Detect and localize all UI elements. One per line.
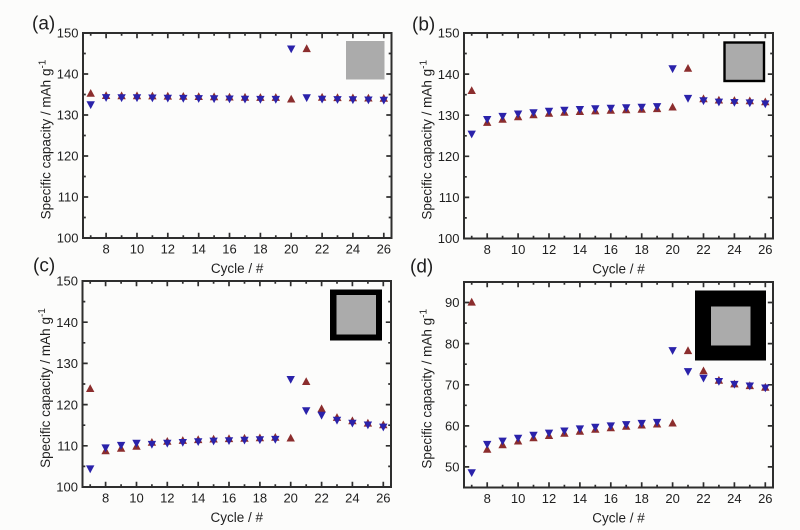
svg-text:14: 14 [573, 491, 587, 506]
svg-text:22: 22 [696, 491, 710, 506]
svg-text:60: 60 [445, 419, 459, 434]
svg-text:16: 16 [604, 491, 618, 506]
svg-text:22: 22 [315, 242, 329, 257]
svg-text:Specific capacity / mAh g-1: Specific capacity / mAh g-1 [38, 59, 54, 219]
svg-text:18: 18 [253, 242, 267, 257]
svg-text:26: 26 [377, 242, 391, 257]
svg-text:14: 14 [191, 491, 205, 506]
svg-text:8: 8 [102, 242, 109, 257]
svg-text:110: 110 [58, 190, 79, 205]
svg-text:24: 24 [346, 242, 360, 257]
svg-text:120: 120 [57, 149, 79, 164]
svg-text:10: 10 [130, 242, 144, 257]
svg-text:16: 16 [604, 242, 618, 257]
svg-text:24: 24 [727, 491, 741, 506]
svg-text:Cycle / #: Cycle / # [211, 510, 264, 525]
svg-text:80: 80 [445, 336, 459, 351]
svg-text:100: 100 [56, 480, 78, 495]
svg-text:130: 130 [56, 356, 78, 371]
svg-text:Specific capacity / mAh g-1: Specific capacity / mAh g-1 [419, 60, 435, 220]
svg-text:26: 26 [758, 491, 772, 506]
svg-text:120: 120 [56, 397, 78, 412]
svg-text:90: 90 [445, 295, 459, 310]
svg-text:150: 150 [57, 26, 79, 41]
svg-text:140: 140 [57, 67, 79, 82]
svg-text:130: 130 [57, 108, 79, 123]
svg-text:16: 16 [222, 491, 236, 506]
svg-text:12: 12 [160, 491, 174, 506]
svg-text:140: 140 [438, 67, 460, 82]
svg-text:100: 100 [57, 231, 79, 246]
svg-text:(c): (c) [33, 256, 55, 277]
svg-text:(d): (d) [410, 257, 433, 278]
svg-text:50: 50 [445, 460, 459, 475]
svg-text:24: 24 [727, 242, 741, 257]
svg-text:20: 20 [283, 491, 297, 506]
svg-text:8: 8 [102, 491, 109, 506]
svg-text:8: 8 [484, 242, 491, 257]
svg-text:70: 70 [445, 377, 459, 392]
svg-text:20: 20 [665, 242, 679, 257]
svg-text:18: 18 [634, 242, 648, 257]
svg-text:14: 14 [191, 242, 205, 257]
svg-text:(a): (a) [32, 14, 55, 35]
svg-text:10: 10 [511, 242, 525, 257]
svg-text:150: 150 [438, 26, 460, 41]
svg-text:18: 18 [253, 491, 267, 506]
svg-text:140: 140 [56, 315, 78, 330]
svg-text:Cycle / #: Cycle / # [592, 262, 645, 277]
svg-text:20: 20 [665, 491, 679, 506]
svg-text:12: 12 [161, 242, 175, 257]
svg-text:110: 110 [439, 190, 460, 205]
svg-text:12: 12 [542, 491, 556, 506]
svg-text:12: 12 [542, 242, 556, 257]
svg-text:22: 22 [314, 491, 328, 506]
svg-text:10: 10 [129, 491, 143, 506]
svg-text:Specific capacity / mAh g-1: Specific capacity / mAh g-1 [37, 308, 53, 468]
svg-text:10: 10 [511, 491, 525, 506]
svg-text:24: 24 [345, 491, 359, 506]
svg-text:18: 18 [634, 491, 648, 506]
svg-text:110: 110 [57, 439, 78, 454]
svg-text:16: 16 [222, 242, 236, 257]
svg-text:150: 150 [56, 274, 78, 289]
svg-text:8: 8 [484, 491, 491, 506]
svg-text:120: 120 [438, 149, 460, 164]
svg-text:26: 26 [758, 242, 772, 257]
svg-text:22: 22 [696, 242, 710, 257]
svg-text:(b): (b) [412, 15, 435, 36]
svg-text:130: 130 [438, 108, 460, 123]
svg-text:Specific capacity / mAh g-1: Specific capacity / mAh g-1 [419, 309, 435, 469]
svg-text:20: 20 [284, 242, 298, 257]
svg-text:14: 14 [573, 242, 587, 257]
svg-text:26: 26 [376, 491, 390, 506]
svg-text:100: 100 [438, 231, 460, 246]
svg-text:Cycle / #: Cycle / # [592, 511, 645, 526]
svg-text:Cycle / #: Cycle / # [211, 261, 264, 276]
